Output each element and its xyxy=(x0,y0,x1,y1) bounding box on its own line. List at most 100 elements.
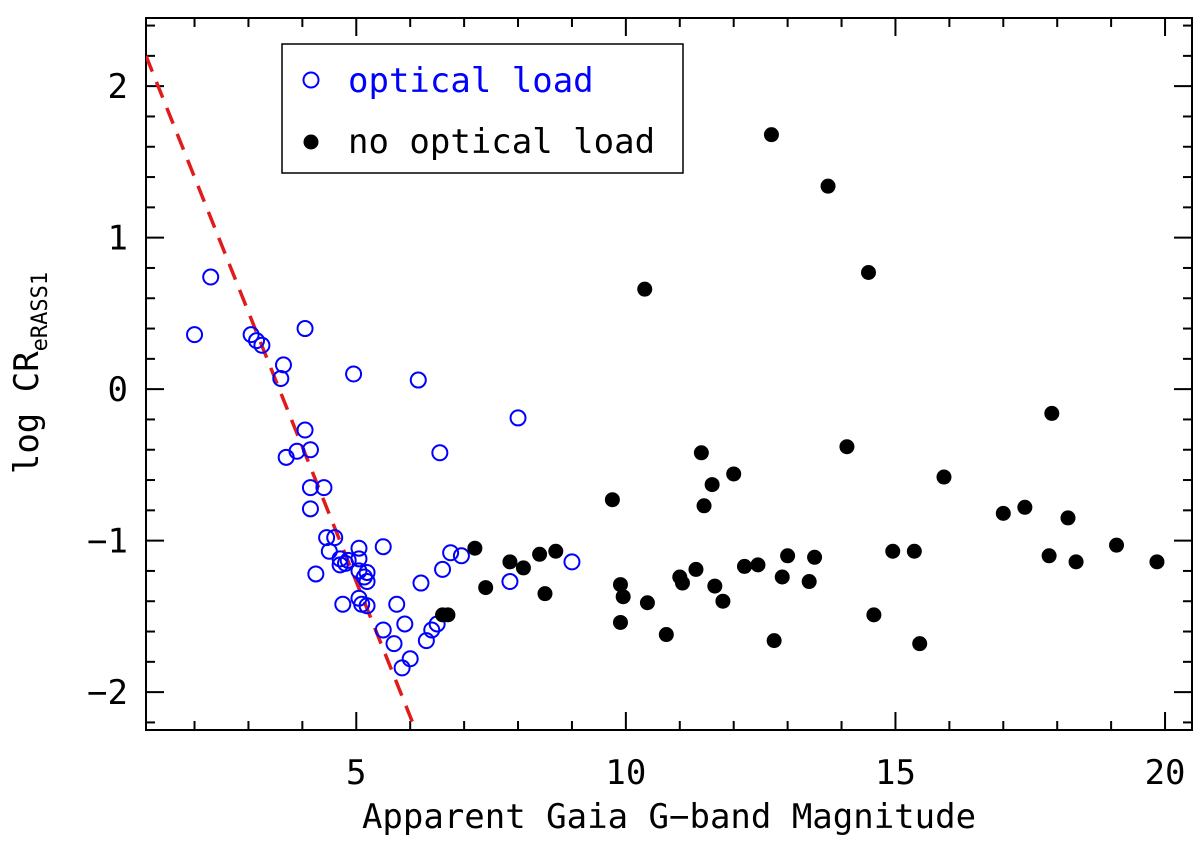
y-tick-label: 1 xyxy=(108,219,128,259)
point-no-optical-load xyxy=(612,577,628,593)
point-no-optical-load xyxy=(639,595,655,611)
point-optical-load xyxy=(396,615,414,633)
point-optical-load xyxy=(409,371,427,389)
point-optical-load xyxy=(307,565,325,583)
point-no-optical-load xyxy=(467,540,483,556)
y-axis-label-subscript: eRASS1 xyxy=(28,272,53,351)
point-optical-load xyxy=(242,326,260,344)
point-no-optical-load xyxy=(707,578,723,594)
y-tick-label: 0 xyxy=(108,370,128,410)
point-no-optical-load xyxy=(548,543,564,559)
point-no-optical-load xyxy=(807,549,823,565)
point-no-optical-load xyxy=(537,586,553,602)
point-no-optical-load xyxy=(612,614,628,630)
point-no-optical-load xyxy=(502,554,518,570)
point-optical-load xyxy=(288,442,306,460)
point-no-optical-load xyxy=(866,607,882,623)
point-optical-load xyxy=(315,479,333,497)
point-no-optical-load xyxy=(1041,548,1057,564)
point-no-optical-load xyxy=(658,627,674,643)
plot-frame xyxy=(145,17,1193,731)
legend-label-no-optical-load: no optical load xyxy=(348,122,655,162)
y-axis-label: log CReRASS1 xyxy=(7,272,53,474)
y-tick-label: 2 xyxy=(108,67,128,107)
point-optical-load xyxy=(296,320,314,338)
legend-marker-optical-load xyxy=(302,71,320,89)
point-no-optical-load xyxy=(763,127,779,143)
point-no-optical-load xyxy=(1060,510,1076,526)
point-optical-load xyxy=(358,563,376,581)
point-no-optical-load xyxy=(1109,537,1125,553)
point-no-optical-load xyxy=(936,469,952,485)
point-no-optical-load xyxy=(532,546,548,562)
point-no-optical-load xyxy=(696,498,712,514)
legend-box xyxy=(281,43,684,174)
point-optical-load xyxy=(423,621,441,639)
point-no-optical-load xyxy=(780,548,796,564)
point-optical-load xyxy=(350,539,368,557)
point-no-optical-load xyxy=(995,505,1011,521)
point-no-optical-load xyxy=(774,569,790,585)
point-no-optical-load xyxy=(615,589,631,605)
x-tick-label: 10 xyxy=(605,753,646,793)
point-no-optical-load xyxy=(515,560,531,576)
point-optical-load xyxy=(509,409,527,427)
point-optical-load xyxy=(331,550,349,568)
point-no-optical-load xyxy=(1068,554,1084,570)
point-optical-load xyxy=(186,326,204,344)
point-no-optical-load xyxy=(750,557,766,573)
point-no-optical-load xyxy=(801,574,817,590)
point-no-optical-load xyxy=(860,265,876,281)
point-optical-load xyxy=(452,547,470,565)
point-optical-load xyxy=(339,551,357,569)
point-optical-load xyxy=(401,650,419,668)
point-optical-load xyxy=(434,560,452,578)
point-optical-load xyxy=(334,595,352,613)
point-no-optical-load xyxy=(766,633,782,649)
point-optical-load xyxy=(253,336,271,354)
point-optical-load xyxy=(417,632,435,650)
point-optical-load xyxy=(350,550,368,568)
reference-line-layer xyxy=(146,55,418,730)
point-no-optical-load xyxy=(906,543,922,559)
point-optical-load xyxy=(385,635,403,653)
point-no-optical-load xyxy=(715,593,731,609)
point-no-optical-load xyxy=(674,575,690,591)
point-optical-load xyxy=(301,441,319,459)
point-optical-load xyxy=(374,621,392,639)
point-no-optical-load xyxy=(693,445,709,461)
x-axis-label: Apparent Gaia G−band Magnitude xyxy=(362,797,976,837)
point-no-optical-load xyxy=(704,477,720,493)
x-tick-label: 5 xyxy=(346,753,366,793)
point-no-optical-load xyxy=(440,607,456,623)
point-no-optical-load xyxy=(885,543,901,559)
point-optical-load xyxy=(274,356,292,374)
point-optical-load xyxy=(412,574,430,592)
point-optical-load xyxy=(202,268,220,286)
legend-marker-no-optical-load xyxy=(303,134,319,150)
data-points-layer xyxy=(186,127,1165,677)
point-no-optical-load xyxy=(604,492,620,508)
point-optical-load xyxy=(350,562,368,580)
y-tick-label: −1 xyxy=(87,522,128,562)
y-tick-label: −2 xyxy=(87,673,128,713)
point-optical-load xyxy=(296,421,314,439)
point-optical-load xyxy=(374,538,392,556)
point-no-optical-load xyxy=(736,558,752,574)
legend: optical load no optical load xyxy=(281,43,684,174)
x-tick-label: 15 xyxy=(875,753,916,793)
point-optical-load xyxy=(345,365,363,383)
point-no-optical-load xyxy=(839,439,855,455)
point-no-optical-load xyxy=(1017,499,1033,515)
point-optical-load xyxy=(388,595,406,613)
point-no-optical-load xyxy=(1149,554,1165,570)
point-optical-load xyxy=(248,332,266,350)
point-no-optical-load xyxy=(1044,405,1060,421)
point-no-optical-load xyxy=(726,466,742,482)
point-no-optical-load xyxy=(637,281,653,297)
point-no-optical-load xyxy=(478,580,494,596)
point-optical-load xyxy=(393,659,411,677)
point-optical-load xyxy=(501,573,519,591)
point-no-optical-load xyxy=(912,636,928,652)
